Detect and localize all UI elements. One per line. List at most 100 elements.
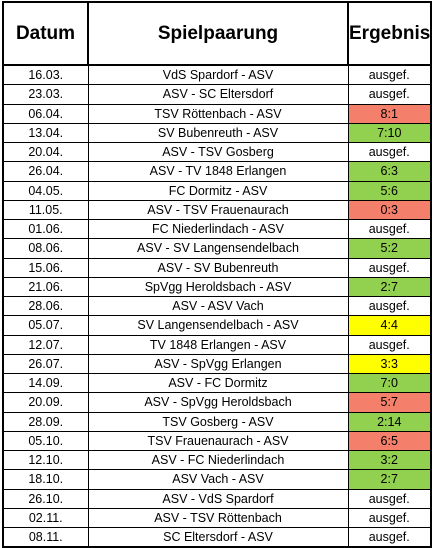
result-cell: ausgef. — [347, 218, 432, 240]
result-cell: ausgef. — [347, 84, 432, 105]
result-cell: 6:3 — [347, 161, 432, 182]
table-row: 15.06. ASV - SV Bubenreuth ausgef. — [2, 257, 432, 278]
table-row: 20.09. ASV - SpVgg Heroldsbach 5:7 — [2, 392, 432, 413]
match-cell: ASV - VdS Spardorf — [87, 488, 349, 509]
date-cell: 01.06. — [2, 218, 89, 240]
table-row: 13.04. SV Bubenreuth - ASV 7:10 — [2, 122, 432, 144]
match-cell: ASV - TSV Röttenbach — [87, 507, 349, 529]
date-cell: 23.03. — [2, 84, 89, 105]
match-cell: ASV - TV 1848 Erlangen — [87, 161, 349, 182]
table-row: 02.11. ASV - TSV Röttenbach ausgef. — [2, 507, 432, 529]
match-cell: SV Langensendelbach - ASV — [87, 315, 349, 336]
match-cell: ASV - SpVgg Heroldsbach — [87, 392, 349, 413]
result-cell: ausgef. — [347, 64, 432, 86]
header-match: Spielpaarung — [87, 1, 349, 66]
match-cell: ASV - FC Dormitz — [87, 372, 349, 394]
match-cell: TSV Gosberg - ASV — [87, 411, 349, 432]
table-row: 14.09. ASV - FC Dormitz 7:0 — [2, 372, 432, 394]
match-cell: FC Dormitz - ASV — [87, 180, 349, 201]
result-cell: ausgef. — [347, 527, 432, 548]
table-row: 01.06. FC Niederlindach - ASV ausgef. — [2, 218, 432, 240]
date-cell: 20.04. — [2, 141, 89, 163]
match-cell: SpVgg Heroldsbach - ASV — [87, 276, 349, 298]
match-cell: ASV - TSV Gosberg — [87, 141, 349, 163]
result-cell: 8:1 — [347, 103, 432, 124]
result-cell: ausgef. — [347, 257, 432, 278]
date-cell: 28.09. — [2, 411, 89, 432]
result-cell: ausgef. — [347, 334, 432, 355]
match-cell: TV 1848 Erlangen - ASV — [87, 334, 349, 355]
match-cell: ASV - SV Bubenreuth — [87, 257, 349, 278]
match-cell: ASV Vach - ASV — [87, 469, 349, 490]
result-cell: 2:7 — [347, 469, 432, 490]
date-cell: 12.07. — [2, 334, 89, 355]
date-cell: 12.10. — [2, 449, 89, 471]
table-row: 20.04. ASV - TSV Gosberg ausgef. — [2, 141, 432, 163]
result-cell: 5:7 — [347, 392, 432, 413]
result-cell: 0:3 — [347, 199, 432, 221]
header-row: Datum Spielpaarung Ergebnis — [2, 1, 432, 66]
date-cell: 18.10. — [2, 469, 89, 490]
table-row: 26.04. ASV - TV 1848 Erlangen 6:3 — [2, 161, 432, 182]
date-cell: 20.09. — [2, 392, 89, 413]
result-cell: 2:14 — [347, 411, 432, 432]
match-cell: FC Niederlindach - ASV — [87, 218, 349, 240]
date-cell: 02.11. — [2, 507, 89, 529]
result-cell: 5:2 — [347, 238, 432, 259]
date-cell: 21.06. — [2, 276, 89, 298]
result-cell: ausgef. — [347, 488, 432, 509]
table-row: 05.10. TSV Frauenaurach - ASV 6:5 — [2, 430, 432, 452]
header-result: Ergebnis — [347, 1, 432, 66]
table-row: 08.11. SC Eltersdorf - ASV ausgef. — [2, 527, 432, 548]
table-row: 05.07. SV Langensendelbach - ASV 4:4 — [2, 315, 432, 336]
table-row: 04.05. FC Dormitz - ASV 5:6 — [2, 180, 432, 201]
date-cell: 26.10. — [2, 488, 89, 509]
result-cell: 7:0 — [347, 372, 432, 394]
result-cell: 3:2 — [347, 449, 432, 471]
match-cell: SC Eltersdorf - ASV — [87, 527, 349, 548]
table-row: 12.07. TV 1848 Erlangen - ASV ausgef. — [2, 334, 432, 355]
result-cell: ausgef. — [347, 507, 432, 529]
date-cell: 28.06. — [2, 295, 89, 317]
match-cell: ASV - SpVgg Erlangen — [87, 353, 349, 375]
table-row: 26.07. ASV - SpVgg Erlangen 3:3 — [2, 353, 432, 375]
match-cell: ASV - FC Niederlindach — [87, 449, 349, 471]
table-row: 16.03. VdS Spardorf - ASV ausgef. — [2, 64, 432, 86]
date-cell: 06.04. — [2, 103, 89, 124]
date-cell: 26.04. — [2, 161, 89, 182]
match-cell: TSV Frauenaurach - ASV — [87, 430, 349, 452]
result-cell: 7:10 — [347, 122, 432, 144]
date-cell: 15.06. — [2, 257, 89, 278]
table-row: 23.03. ASV - SC Eltersdorf ausgef. — [2, 84, 432, 105]
header-date: Datum — [2, 1, 89, 66]
match-cell: ASV - SC Eltersdorf — [87, 84, 349, 105]
date-cell: 14.09. — [2, 372, 89, 394]
match-cell: SV Bubenreuth - ASV — [87, 122, 349, 144]
result-cell: 6:5 — [347, 430, 432, 452]
table-row: 28.09. TSV Gosberg - ASV 2:14 — [2, 411, 432, 432]
table-row: 08.06. ASV - SV Langensendelbach 5:2 — [2, 238, 432, 259]
schedule-rows: 16.03. VdS Spardorf - ASV ausgef. 23.03. ASV… — [2, 64, 432, 548]
match-cell: ASV - SV Langensendelbach — [87, 238, 349, 259]
date-cell: 11.05. — [2, 199, 89, 221]
table-row: 18.10. ASV Vach - ASV 2:7 — [2, 469, 432, 490]
match-cell: VdS Spardorf - ASV — [87, 64, 349, 86]
date-cell: 08.06. — [2, 238, 89, 259]
result-cell: ausgef. — [347, 141, 432, 163]
result-cell: 2:7 — [347, 276, 432, 298]
table-row: 28.06. ASV - ASV Vach ausgef. — [2, 295, 432, 317]
table-row: 21.06. SpVgg Heroldsbach - ASV 2:7 — [2, 276, 432, 298]
date-cell: 04.05. — [2, 180, 89, 201]
date-cell: 16.03. — [2, 64, 89, 86]
table-row: 06.04. TSV Röttenbach - ASV 8:1 — [2, 103, 432, 124]
date-cell: 08.11. — [2, 527, 89, 548]
match-cell: ASV - ASV Vach — [87, 295, 349, 317]
date-cell: 05.07. — [2, 315, 89, 336]
result-cell: 4:4 — [347, 315, 432, 336]
match-cell: TSV Röttenbach - ASV — [87, 103, 349, 124]
date-cell: 26.07. — [2, 353, 89, 375]
table-row: 11.05. ASV - TSV Frauenaurach 0:3 — [2, 199, 432, 221]
result-cell: ausgef. — [347, 295, 432, 317]
result-cell: 5:6 — [347, 180, 432, 201]
